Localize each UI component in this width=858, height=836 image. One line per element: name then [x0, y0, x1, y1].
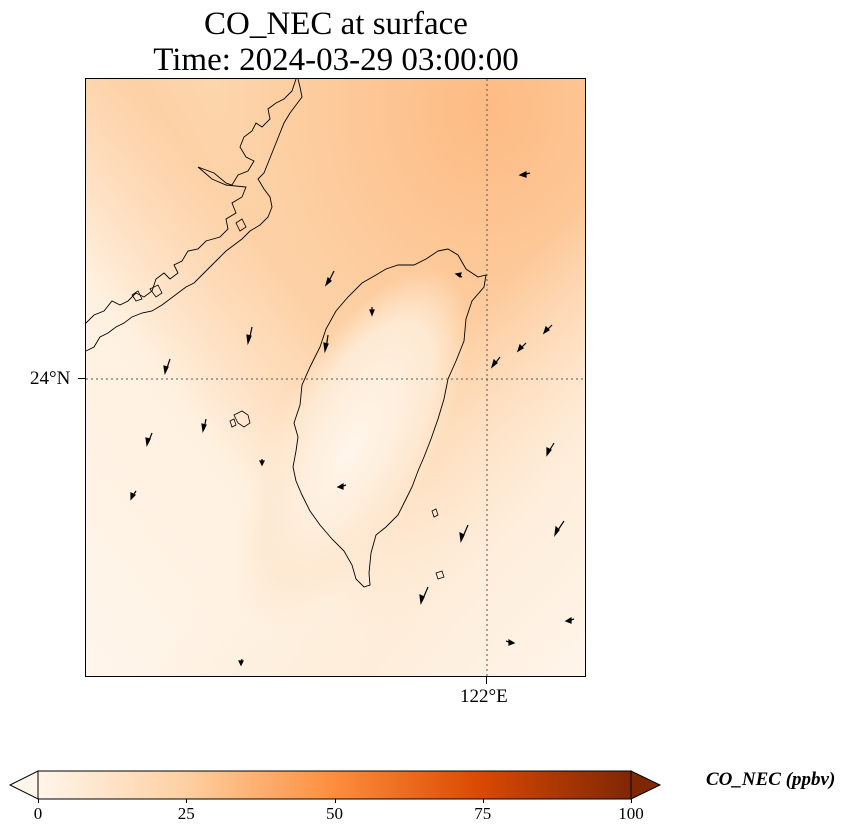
colorbar-tick-label: 0 — [33, 804, 43, 823]
lat-tick-mark — [78, 378, 85, 379]
colorbar-tick-label: 75 — [474, 804, 492, 823]
map-subtitle-time: Time: 2024-03-29 03:00:00 — [153, 42, 519, 78]
wind-arrow-head — [336, 482, 344, 490]
wind-arrow-head — [130, 492, 137, 501]
colorbar-tick-label: 25 — [177, 804, 195, 823]
colorbar — [8, 770, 662, 800]
coastline-islands-northwest — [131, 218, 247, 302]
map-title: CO_NEC at surface — [204, 6, 468, 42]
map-canvas — [86, 79, 585, 676]
map-panel — [85, 78, 586, 677]
colorbar-tick-label: 100 — [618, 804, 644, 823]
wind-arrow-head — [246, 334, 252, 346]
lat-label-24N: 24°N — [30, 368, 71, 389]
wind-arrow-head — [419, 593, 425, 606]
wind-arrow-head — [238, 660, 244, 667]
colorbar-tick-mark — [482, 799, 484, 803]
colorbar-tick-mark — [631, 799, 632, 803]
wind-arrow-head — [542, 325, 550, 335]
lon-tick-mark — [486, 677, 487, 684]
wind-arrow-head — [564, 616, 572, 624]
wind-arrow-head — [369, 309, 375, 317]
colorbar-label: CO_NEC (ppbv) — [706, 769, 836, 790]
wind-arrow-head — [259, 460, 265, 467]
coastline-orchid-island — [435, 570, 445, 580]
coastline-mainland — [86, 79, 303, 352]
colorbar-tick-label: 50 — [326, 804, 343, 823]
wind-arrow-head — [518, 171, 527, 178]
wind-arrow-head — [508, 638, 516, 646]
wind-arrow-head — [323, 342, 329, 354]
concentration-low-island — [233, 268, 469, 630]
wind-arrow-head — [454, 272, 462, 279]
wind-arrow-head — [459, 531, 465, 544]
wind-arrow-head — [145, 437, 151, 447]
lon-label-122E: 122°E — [460, 686, 508, 707]
colorbar-tick-mark — [334, 799, 336, 803]
coastline-penghu — [229, 410, 251, 428]
wind-arrow-head — [554, 525, 560, 538]
wind-vectors — [130, 171, 575, 667]
coastline-green-island — [431, 508, 439, 518]
wind-arrow-head — [324, 276, 332, 287]
colorbar-tick-mark — [186, 799, 188, 803]
wind-arrow-head — [516, 343, 524, 353]
wind-arrow-head — [163, 365, 169, 375]
wind-arrow-head — [201, 423, 207, 433]
wind-arrow-head — [490, 358, 498, 369]
wind-arrow-head — [546, 447, 552, 457]
colorbar-tick-mark — [38, 799, 39, 803]
colorbar-extend-max — [630, 770, 662, 800]
colorbar-gradient — [37, 770, 632, 800]
coastline-taiwan — [292, 248, 487, 588]
colorbar-extend-min — [8, 770, 39, 800]
